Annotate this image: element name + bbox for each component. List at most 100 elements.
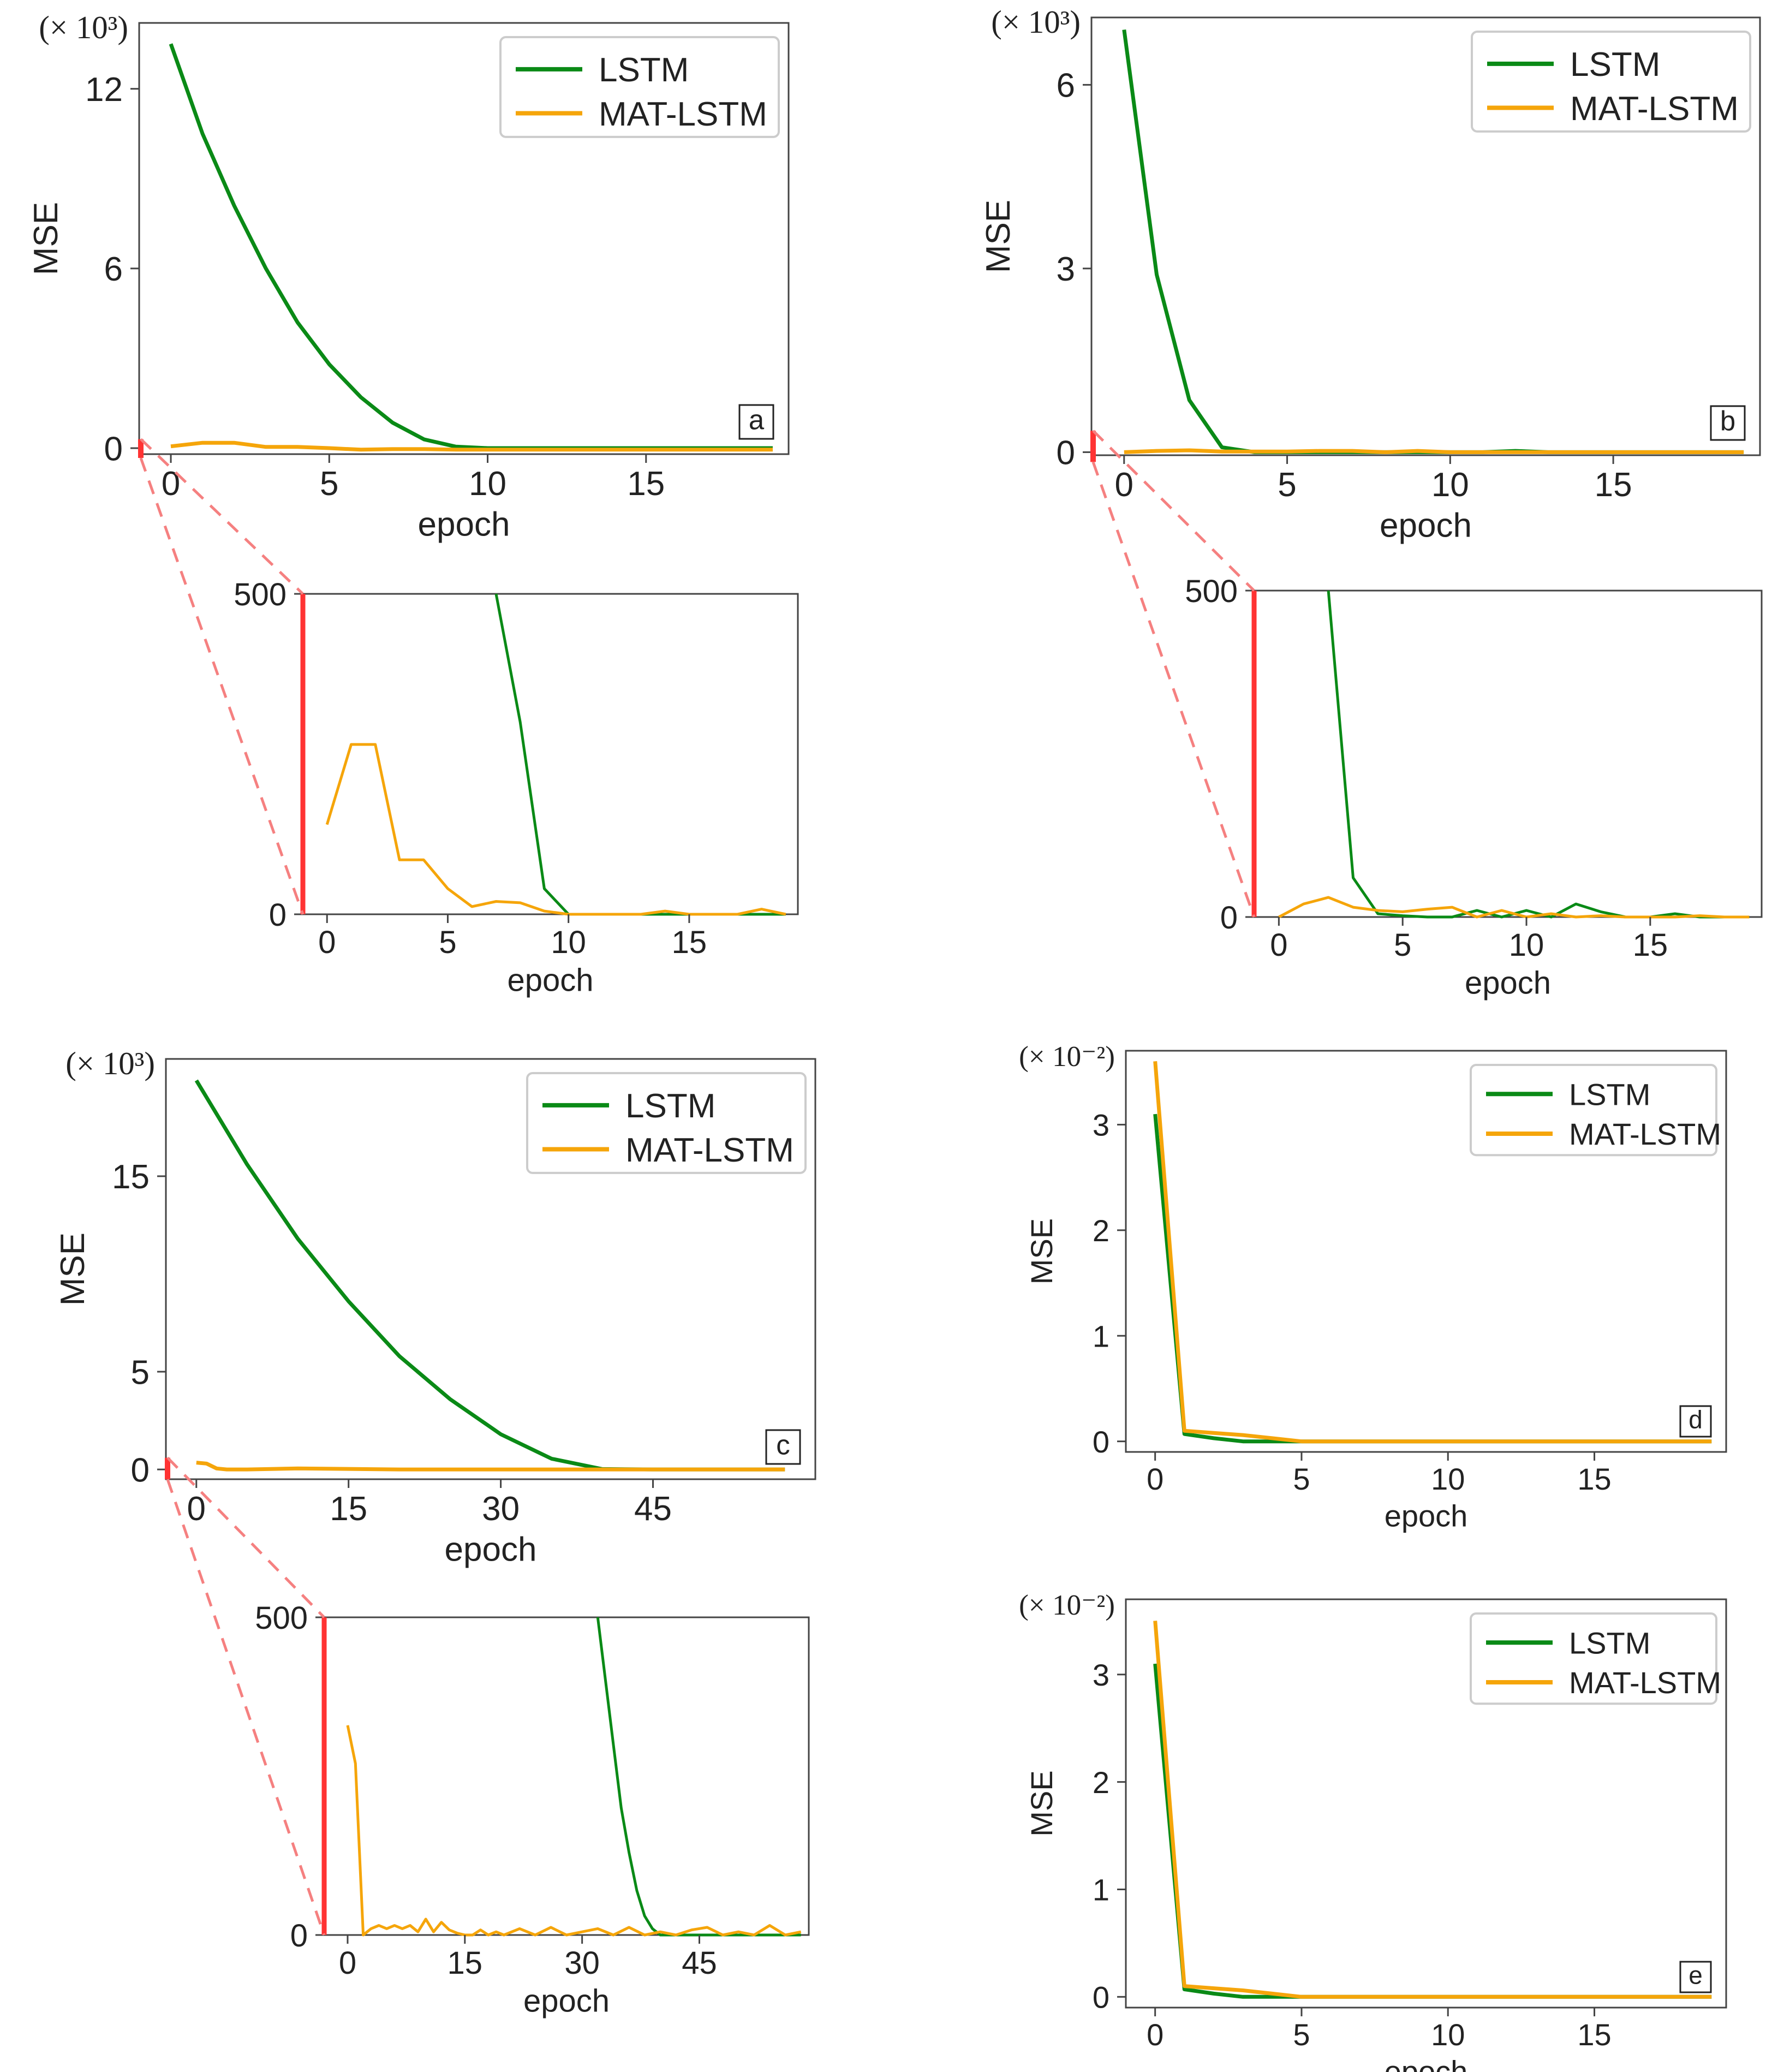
y-tick-label: 15 [112, 1158, 150, 1196]
x-tick-label: 10 [1431, 1462, 1465, 1496]
legend: LSTM MAT-LSTM [499, 36, 780, 138]
x-tick-label: 5 [1293, 1462, 1310, 1496]
legend: LSTM MAT-LSTM [1470, 1612, 1721, 1705]
scale-label: (× 10³) [39, 10, 128, 45]
legend-label-mat-lstm: MAT-LSTM [625, 1132, 794, 1169]
y-axis-label: MSE [1024, 1770, 1059, 1836]
x-axis-label: epoch [445, 1531, 537, 1568]
chart-b: 0 5 10 15 0 3 6 epoch MSE (× 10³) LSTM MAT-LSTM b [980, 4, 1761, 544]
y-tick-label: 0 [104, 430, 123, 468]
chart-c: 0 15 30 45 0 5 15 epoch MSE (× 10³) LSTM MAT-LSTM c [54, 1046, 816, 1568]
y-tick-label: 2 [1093, 1765, 1109, 1800]
panel-label-box [738, 404, 774, 440]
plot-frame [302, 593, 799, 915]
panel-label: b [1720, 406, 1735, 437]
x-axis-label: epoch [1380, 507, 1472, 544]
chart-d: 0 5 10 15 0 1 2 3 epoch MSE (× 10⁻²) LSTM MAT-LSTM d [1019, 1040, 1727, 1533]
legend-label-mat-lstm: MAT-LSTM [1569, 1117, 1721, 1151]
legend: LSTM MAT-LSTM [1471, 31, 1751, 133]
y-tick-label: 1 [1093, 1319, 1109, 1353]
series-line-mat-lstm [170, 440, 773, 452]
y-tick-label: 500 [255, 1600, 308, 1636]
x-tick-label: 15 [1633, 927, 1668, 963]
y-tick-label: 3 [1057, 251, 1075, 288]
x-tick-label: 0 [187, 1490, 206, 1528]
x-axis-label: epoch [1385, 2054, 1468, 2072]
y-tick-label: 12 [85, 71, 123, 109]
legend-label-lstm: LSTM [625, 1087, 715, 1125]
x-tick-label: 0 [1115, 466, 1133, 504]
chart-a-zoom: 0 5 10 15 0 500 epoch [234, 577, 799, 998]
y-tick-label: 1 [1093, 1873, 1109, 1907]
x-tick-label: 0 [1270, 927, 1287, 963]
x-tick-label: 15 [627, 465, 665, 503]
x-axis-label: epoch [1385, 1498, 1468, 1533]
x-tick-label: 10 [1431, 466, 1469, 504]
x-tick-label: 15 [672, 925, 707, 960]
panel-label: c [776, 1430, 790, 1461]
x-tick-label: 5 [439, 925, 456, 960]
series-line-mat-lstm [1153, 1061, 1712, 1444]
y-tick-label: 0 [1093, 1980, 1109, 2014]
x-tick-label: 0 [318, 925, 336, 960]
legend-label-lstm: LSTM [1569, 1077, 1650, 1111]
panel-label: a [749, 404, 765, 436]
panel-label-box [1679, 1405, 1712, 1438]
legend-label-mat-lstm: MAT-LSTM [1569, 1665, 1721, 1700]
x-tick-label: 5 [320, 465, 338, 503]
y-tick-label: 0 [290, 1918, 308, 1954]
series-line-mat-lstm [1153, 1621, 1712, 1999]
legend-label-mat-lstm: MAT-LSTM [599, 96, 767, 133]
series-line-mat-lstm [196, 1461, 785, 1472]
y-tick-label: 0 [1057, 434, 1075, 472]
series-line-lstm [596, 1617, 801, 1937]
x-tick-label: 30 [482, 1490, 520, 1528]
x-axis-label: epoch [1465, 966, 1551, 1001]
zoom-connector-bottom [139, 457, 305, 915]
y-axis-label: MSE [27, 202, 65, 275]
x-tick-label: 30 [564, 1945, 600, 1981]
zoom-connector-top [166, 1456, 325, 1618]
x-tick-label: 15 [448, 1945, 483, 1981]
scale-label: (× 10³) [65, 1046, 155, 1081]
zoom-connector-bottom [1091, 461, 1256, 918]
x-tick-label: 0 [339, 1945, 356, 1981]
panel-label: d [1689, 1405, 1703, 1433]
x-axis-label: epoch [418, 505, 510, 543]
zoom-connector-bottom [166, 1479, 326, 1936]
y-tick-label: 0 [269, 897, 287, 933]
x-tick-label: 5 [1394, 927, 1411, 963]
zoom-connector-top [1092, 430, 1255, 592]
series-line-mat-lstm [1278, 896, 1750, 919]
x-tick-label: 15 [330, 1490, 367, 1528]
x-tick-label: 10 [1431, 2017, 1465, 2052]
chart-e: 0 5 10 15 0 1 2 3 epoch MSE (× 10⁻²) LSTM MAT-LSTM e [1019, 1589, 1727, 2072]
y-tick-label: 0 [131, 1451, 150, 1489]
y-tick-label: 0 [1093, 1425, 1109, 1459]
x-tick-label: 45 [634, 1490, 672, 1528]
x-tick-label: 10 [1509, 927, 1544, 963]
chart-a: 0 5 10 15 0 6 12 epoch MSE (× 10³) LSTM MAT-LSTM a [27, 10, 790, 543]
x-tick-label: 15 [1577, 2017, 1611, 2052]
panel-label-box [1710, 405, 1746, 441]
y-tick-label: 500 [234, 577, 287, 612]
series-line-mat-lstm [325, 743, 786, 916]
chart-b-zoom: 0 5 10 15 0 500 epoch [1185, 574, 1763, 1001]
x-tick-label: 5 [1293, 2017, 1310, 2052]
y-tick-label: 500 [1185, 574, 1238, 609]
y-tick-label: 6 [104, 251, 123, 288]
x-tick-label: 15 [1577, 1462, 1611, 1496]
x-tick-label: 0 [1147, 1462, 1164, 1496]
series-line-mat-lstm [346, 1725, 802, 1937]
plot-frame [1253, 590, 1763, 918]
x-tick-label: 0 [1147, 2017, 1164, 2052]
zoom-connector-top [140, 438, 304, 595]
y-tick-label: 0 [1220, 900, 1238, 936]
panel-label: e [1689, 1961, 1703, 1989]
chart-c-zoom: 0 15 30 45 0 500 epoch [255, 1600, 810, 2019]
y-axis-label: MSE [1024, 1218, 1059, 1284]
scale-label: (× 10⁻²) [1019, 1589, 1115, 1621]
x-tick-label: 45 [682, 1945, 717, 1981]
series-line-lstm [1327, 590, 1750, 919]
